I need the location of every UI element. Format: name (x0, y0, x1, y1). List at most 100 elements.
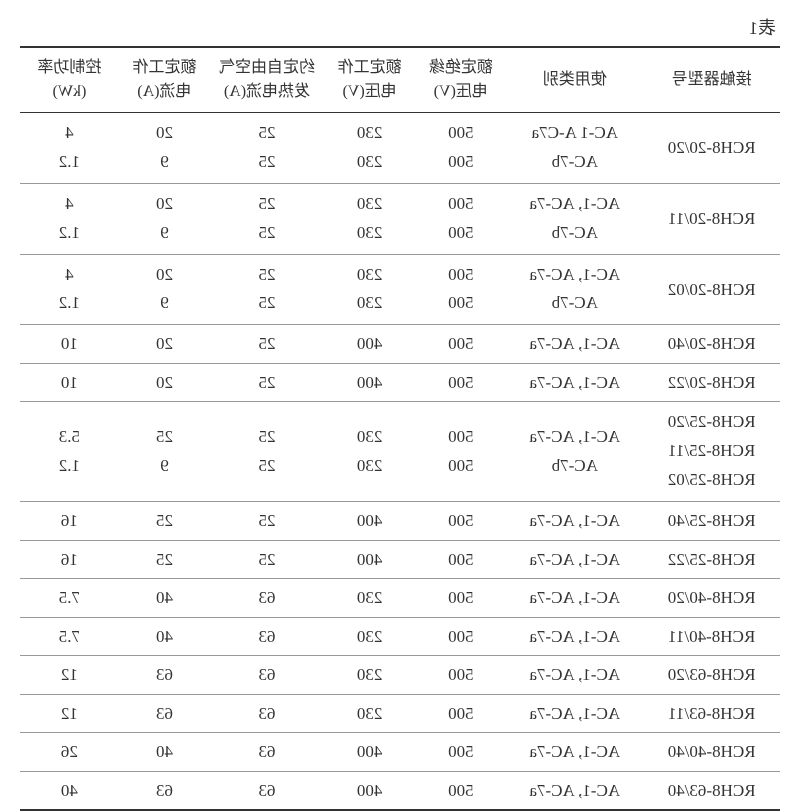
table-row: RCH8-20/40AC-1, AC-7a500400252010 (20, 325, 780, 364)
cell-power_kw: 12 (20, 656, 119, 695)
cell-power_kw: 7.5 (20, 579, 119, 618)
col-header-thermal_a: 约定自由空气发热电流(A) (210, 47, 324, 113)
cell-model: RCH8-63/20 (643, 656, 780, 695)
spec-table: 接触器型号使用类别额定绝缘电压(V)额定工作电压(V)约定自由空气发热电流(A)… (20, 46, 780, 811)
cell-insulation_v: 500 (415, 540, 506, 579)
cell-category: AC-1, AC-7a (506, 694, 643, 733)
cell-model: RCH8-25/22 (643, 540, 780, 579)
cell-work_v: 400 (324, 363, 415, 402)
cell-work_v: 230230 (324, 402, 415, 502)
table-row: RCH8-25/40AC-1, AC-7a500400252516 (20, 502, 780, 541)
cell-work_a: 209 (119, 254, 210, 325)
cell-category: AC-1, AC-7aAC-7b (506, 402, 643, 502)
cell-work_v: 400 (324, 325, 415, 364)
cell-model: RCH8-25/40 (643, 502, 780, 541)
cell-thermal_a: 2525 (210, 402, 324, 502)
cell-model: RCH8-20/11 (643, 183, 780, 254)
cell-work_a: 25 (119, 540, 210, 579)
cell-work_a: 40 (119, 579, 210, 618)
cell-thermal_a: 63 (210, 694, 324, 733)
cell-category: AC-1, AC-7a (506, 579, 643, 618)
table-row: RCH8-40/11AC-1, AC-7a50023063407.5 (20, 617, 780, 656)
col-header-insulation_v: 额定绝缘电压(V) (415, 47, 506, 113)
col-header-model: 接触器型号 (643, 47, 780, 113)
cell-work_a: 63 (119, 656, 210, 695)
cell-thermal_a: 63 (210, 771, 324, 810)
table-row: RCH8-63/20AC-1, AC-7a500230636312 (20, 656, 780, 695)
cell-thermal_a: 25 (210, 363, 324, 402)
cell-work_a: 63 (119, 694, 210, 733)
cell-model: RCH8-20/20 (643, 113, 780, 184)
cell-work_a: 20 (119, 363, 210, 402)
cell-work_v: 400 (324, 540, 415, 579)
table-row: RCH8-25/20RCH8-25/11RCH8-25/02AC-1, AC-7… (20, 402, 780, 502)
table-row: RCH8-25/22AC-1, AC-7a500400252516 (20, 540, 780, 579)
cell-power_kw: 41.2 (20, 254, 119, 325)
cell-work_a: 25 (119, 502, 210, 541)
cell-power_kw: 40 (20, 771, 119, 810)
cell-category: AC-1, AC-7a (506, 771, 643, 810)
cell-insulation_v: 500 (415, 579, 506, 618)
cell-power_kw: 12 (20, 694, 119, 733)
cell-category: AC-1, AC-7a (506, 325, 643, 364)
cell-model: RCH8-63/40 (643, 771, 780, 810)
cell-category: AC-1, AC-7a (506, 733, 643, 772)
cell-work_a: 209 (119, 183, 210, 254)
cell-model: RCH8-20/40 (643, 325, 780, 364)
cell-power_kw: 16 (20, 540, 119, 579)
table-row: RCH8-20/02AC-1, AC-7aAC-7b50050023023025… (20, 254, 780, 325)
cell-power_kw: 26 (20, 733, 119, 772)
cell-work_a: 209 (119, 113, 210, 184)
cell-insulation_v: 500500 (415, 254, 506, 325)
cell-insulation_v: 500 (415, 733, 506, 772)
cell-thermal_a: 2525 (210, 254, 324, 325)
cell-work_v: 400 (324, 771, 415, 810)
table-row: RCH8-20/20AC-1 A-C7aAC-7b500500230230252… (20, 113, 780, 184)
cell-thermal_a: 63 (210, 579, 324, 618)
cell-category: AC-1, AC-7aAC-7b (506, 254, 643, 325)
col-header-work_a: 额定工作电流(A) (119, 47, 210, 113)
cell-work_a: 40 (119, 617, 210, 656)
cell-category: AC-1, AC-7a (506, 502, 643, 541)
cell-model: RCH8-40/20 (643, 579, 780, 618)
cell-work_a: 20 (119, 325, 210, 364)
cell-work_a: 63 (119, 771, 210, 810)
cell-insulation_v: 500500 (415, 402, 506, 502)
cell-model: RCH8-63/11 (643, 694, 780, 733)
cell-power_kw: 10 (20, 363, 119, 402)
table-row: RCH8-20/22AC-1, AC-7a500400252010 (20, 363, 780, 402)
cell-model: RCH8-40/11 (643, 617, 780, 656)
cell-power_kw: 41.2 (20, 183, 119, 254)
cell-thermal_a: 63 (210, 733, 324, 772)
cell-work_v: 400 (324, 733, 415, 772)
cell-category: AC-1, AC-7aAC-7b (506, 183, 643, 254)
cell-insulation_v: 500 (415, 694, 506, 733)
cell-work_v: 400 (324, 502, 415, 541)
cell-model: RCH8-40/40 (643, 733, 780, 772)
col-header-work_v: 额定工作电压(V) (324, 47, 415, 113)
cell-category: AC-1, AC-7a (506, 540, 643, 579)
cell-power_kw: 16 (20, 502, 119, 541)
cell-insulation_v: 500 (415, 325, 506, 364)
table-row: RCH8-40/40AC-1, AC-7a500400634026 (20, 733, 780, 772)
cell-insulation_v: 500 (415, 502, 506, 541)
cell-power_kw: 5.31.2 (20, 402, 119, 502)
table-row: RCH8-40/20AC-1, AC-7a50023063407.5 (20, 579, 780, 618)
cell-insulation_v: 500 (415, 617, 506, 656)
cell-category: AC-1 A-C7aAC-7b (506, 113, 643, 184)
cell-work_a: 40 (119, 733, 210, 772)
cell-thermal_a: 2525 (210, 113, 324, 184)
cell-insulation_v: 500500 (415, 113, 506, 184)
cell-thermal_a: 63 (210, 656, 324, 695)
cell-insulation_v: 500 (415, 771, 506, 810)
cell-model: RCH8-25/20RCH8-25/11RCH8-25/02 (643, 402, 780, 502)
cell-category: AC-1, AC-7a (506, 363, 643, 402)
table-row: RCH8-63/11AC-1, AC-7a500230636312 (20, 694, 780, 733)
cell-power_kw: 7.5 (20, 617, 119, 656)
cell-thermal_a: 2525 (210, 183, 324, 254)
cell-power_kw: 41.2 (20, 113, 119, 184)
cell-category: AC-1, AC-7a (506, 656, 643, 695)
col-header-power_kw: 控制功率(kW) (20, 47, 119, 113)
cell-thermal_a: 63 (210, 617, 324, 656)
cell-work_a: 259 (119, 402, 210, 502)
